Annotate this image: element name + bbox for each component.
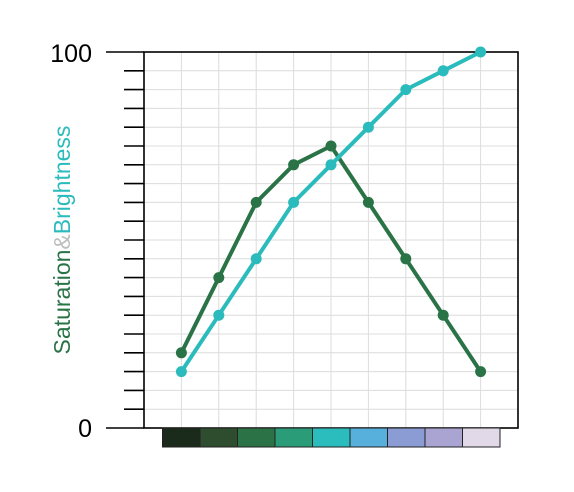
- brightness-point: [175, 366, 187, 378]
- brightness-point: [213, 309, 225, 321]
- color-swatch: [424, 427, 463, 448]
- color-swatch: [274, 427, 313, 448]
- grid: [144, 52, 518, 428]
- saturation-point: [362, 196, 374, 208]
- series-layer: [175, 46, 487, 378]
- y-axis-label-separator: &: [49, 234, 75, 249]
- y-tick-label-min: 0: [78, 415, 92, 443]
- color-swatch: [462, 427, 501, 448]
- saturation-point: [175, 347, 187, 359]
- color-swatch: [199, 427, 238, 448]
- saturation-point: [325, 140, 337, 152]
- saturation-point: [400, 253, 412, 265]
- y-axis-label-saturation: Saturation: [49, 250, 75, 355]
- color-swatches: [162, 427, 501, 448]
- y-ticks: [106, 51, 144, 429]
- color-swatch: [349, 427, 388, 448]
- saturation-point: [475, 366, 487, 378]
- color-swatch: [237, 427, 276, 448]
- brightness-point: [475, 46, 487, 58]
- color-swatch: [312, 427, 351, 448]
- series-saturation: [175, 140, 487, 378]
- brightness-point: [362, 121, 374, 133]
- saturation-point: [213, 272, 225, 284]
- brightness-point: [250, 253, 262, 265]
- saturation-point: [288, 159, 300, 171]
- color-swatch: [162, 427, 201, 448]
- brightness-point: [288, 196, 300, 208]
- color-swatch: [387, 427, 426, 448]
- y-axis-label: Saturation&Brightness: [49, 126, 75, 355]
- brightness-point: [437, 65, 449, 77]
- saturation-point: [437, 309, 449, 321]
- series-brightness: [175, 46, 487, 378]
- y-axis-label-brightness: Brightness: [49, 126, 75, 235]
- brightness-point: [400, 84, 412, 96]
- saturation-point: [250, 196, 262, 208]
- y-tick-label-max: 100: [50, 40, 92, 68]
- brightness-point: [325, 159, 337, 171]
